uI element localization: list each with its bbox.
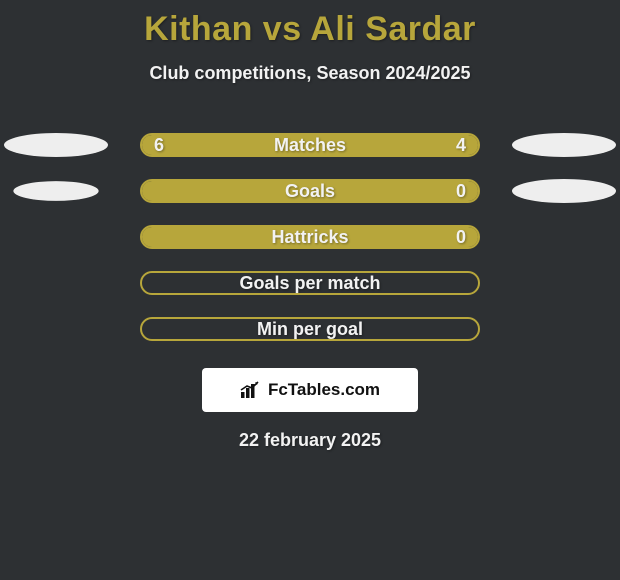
- stat-row: Goals per match: [0, 260, 620, 306]
- page-title: Kithan vs Ali Sardar: [0, 0, 620, 49]
- player-right-marker: [512, 133, 616, 157]
- stat-label: Goals: [142, 181, 478, 201]
- comparison-card: Kithan vs Ali Sardar Club competitions, …: [0, 0, 620, 580]
- source-badge-wrap: FcTables.com: [0, 368, 620, 412]
- player-left-marker: [4, 133, 108, 157]
- stat-label: Matches: [142, 135, 478, 155]
- player-left-marker: [13, 181, 98, 201]
- stat-bar: Min per goal: [140, 317, 480, 341]
- stat-value-right: 0: [456, 227, 466, 247]
- stat-label: Min per goal: [142, 319, 478, 339]
- player-right-marker: [512, 179, 616, 203]
- stat-row: Min per goal: [0, 306, 620, 352]
- stat-row: Matches6 4: [0, 122, 620, 168]
- stat-bar: Goals per match: [140, 271, 480, 295]
- stats-rows: Matches64Goals0Hattricks0Goals per match…: [0, 122, 620, 352]
- stat-value-left: 6: [154, 135, 164, 155]
- stat-bar: Hattricks0: [140, 225, 480, 249]
- source-badge-text: FcTables.com: [268, 380, 380, 400]
- stat-value-right: 4: [456, 135, 466, 155]
- source-badge[interactable]: FcTables.com: [202, 368, 418, 412]
- stat-bar: Matches6 4: [140, 133, 480, 157]
- bar-chart-icon: [240, 381, 262, 399]
- date-text: 22 february 2025: [0, 430, 620, 451]
- stat-row: Goals0: [0, 168, 620, 214]
- stat-label: Hattricks: [142, 227, 478, 247]
- stat-value-right: 0: [456, 181, 466, 201]
- subtitle: Club competitions, Season 2024/2025: [0, 63, 620, 84]
- stat-label: Goals per match: [142, 273, 478, 293]
- stat-bar: Goals0: [140, 179, 480, 203]
- stat-row: Hattricks0: [0, 214, 620, 260]
